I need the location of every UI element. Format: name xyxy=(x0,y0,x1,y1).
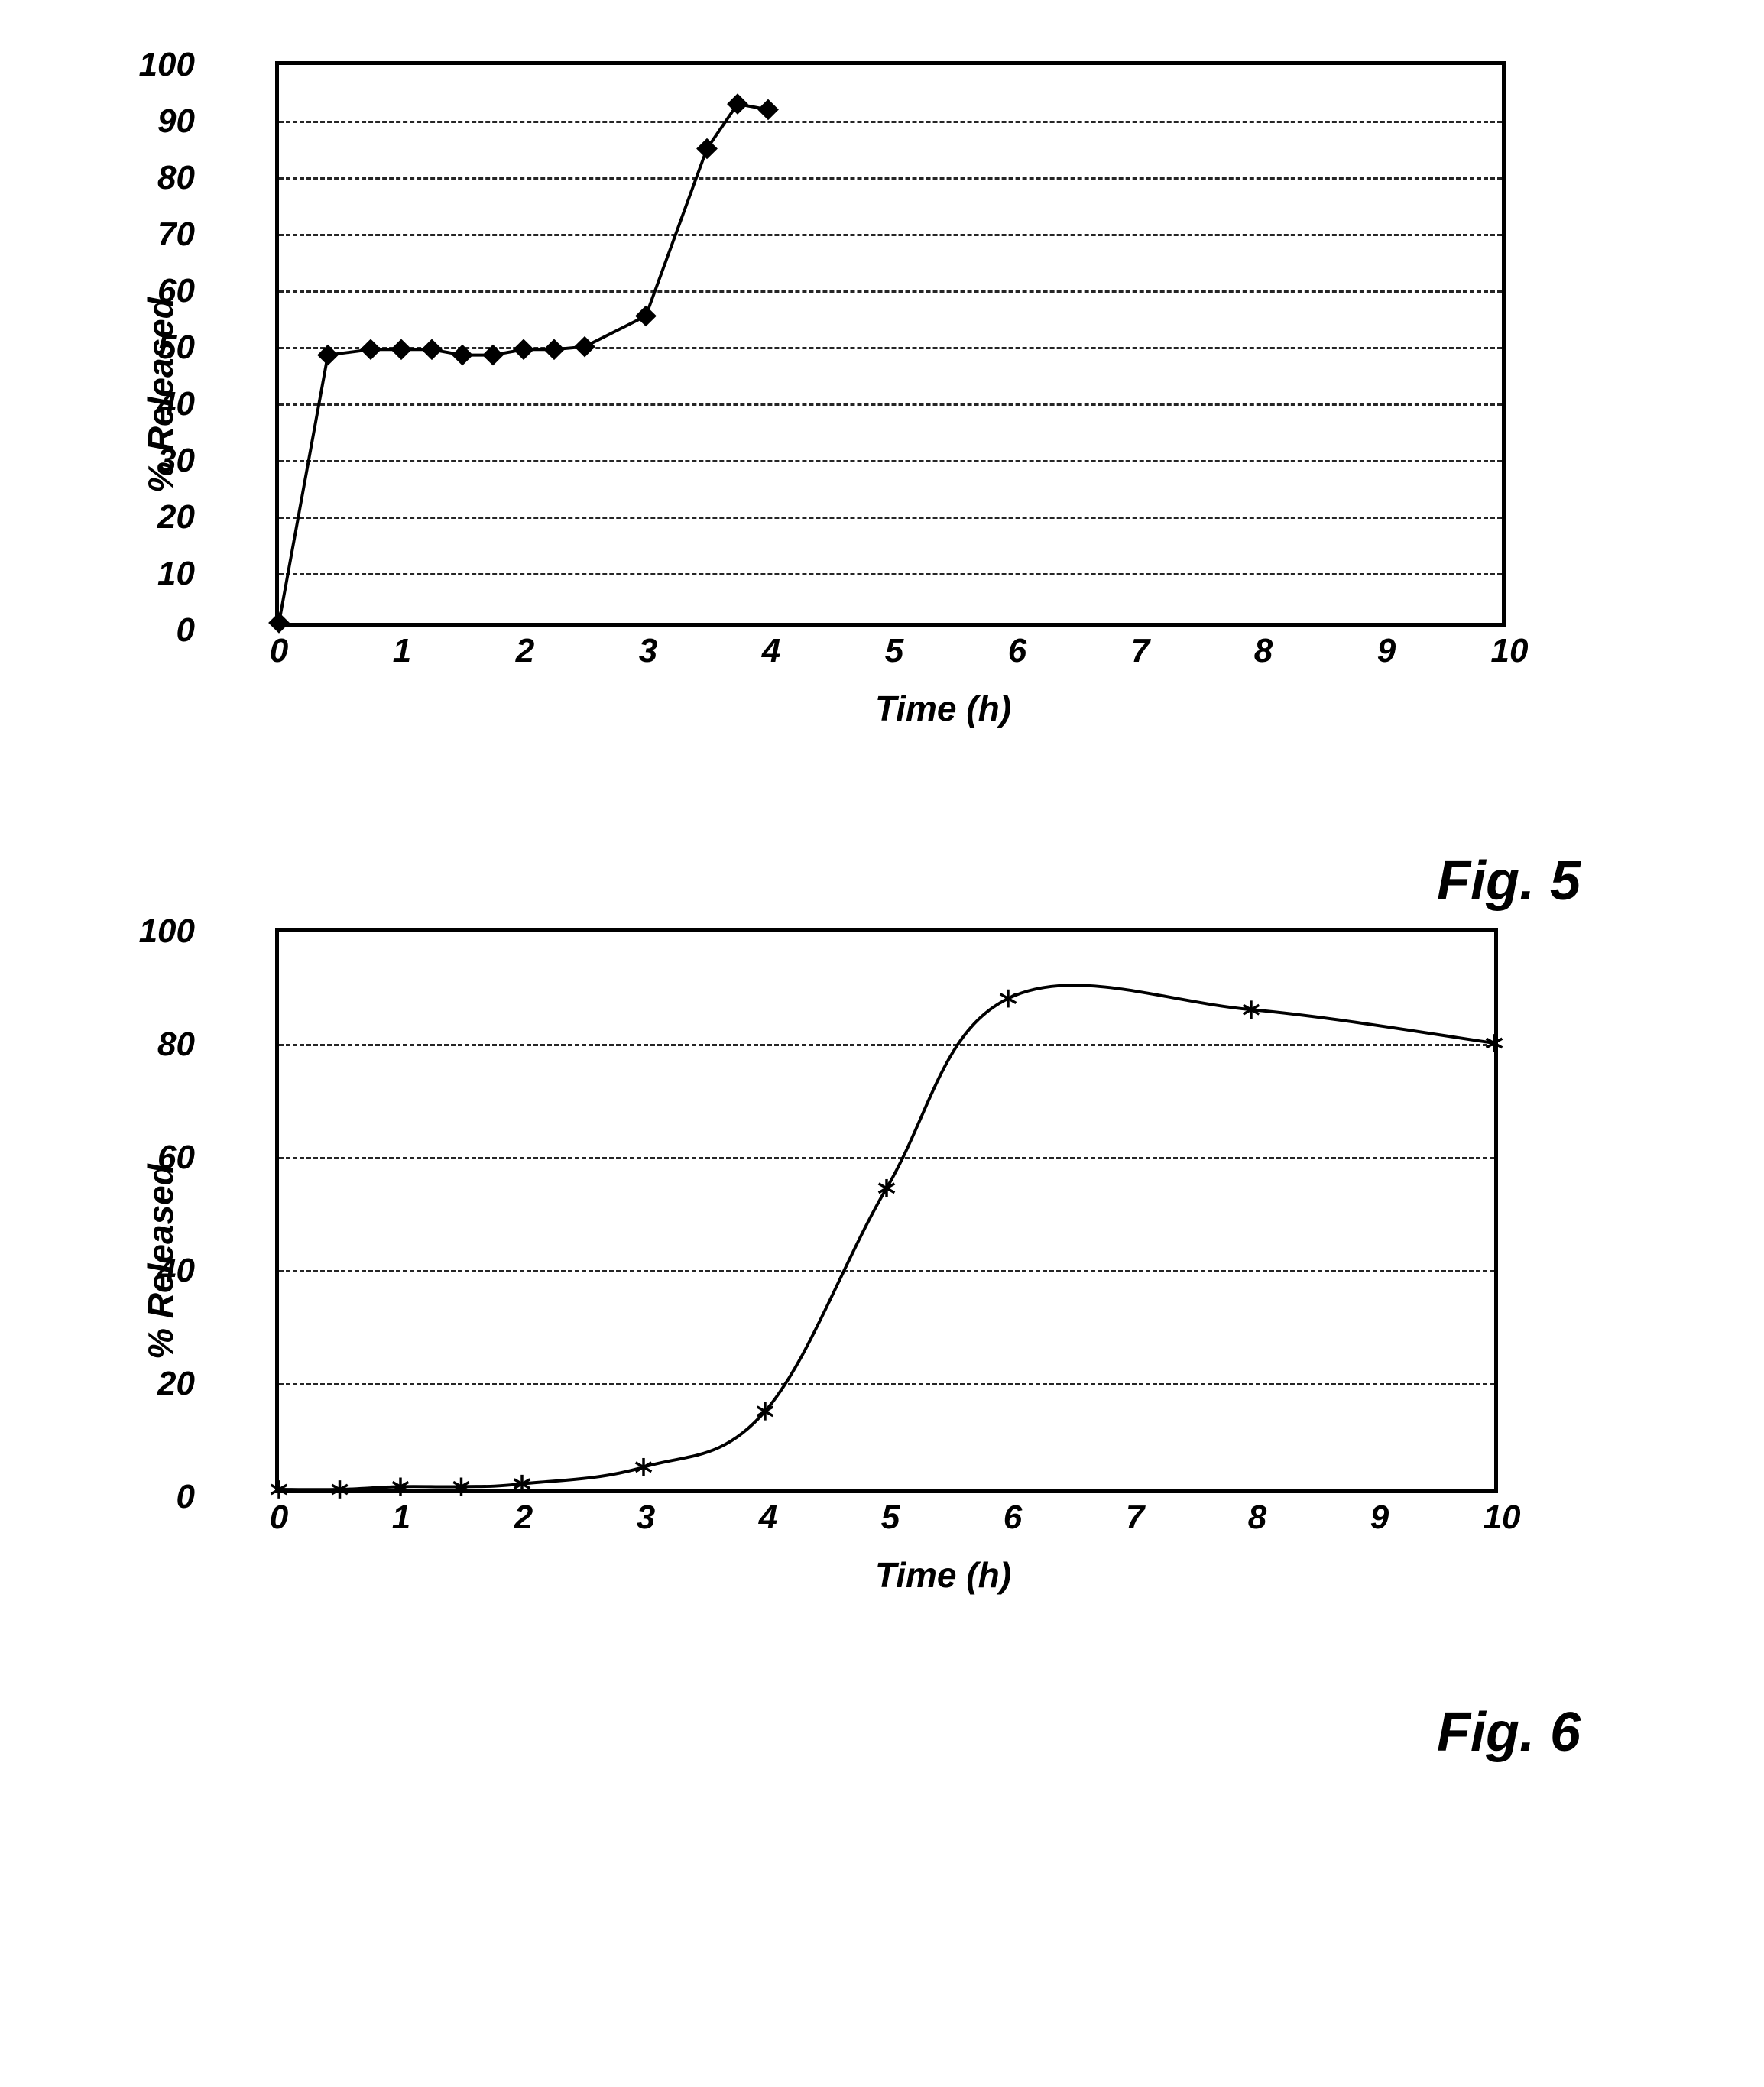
x-tick-label: 9 xyxy=(1370,1499,1389,1537)
data-marker xyxy=(543,339,565,360)
x-tick-label: 5 xyxy=(885,632,903,670)
x-tick-label: 5 xyxy=(881,1499,900,1537)
x-tick-label: 3 xyxy=(639,632,657,670)
y-tick-label: 60 xyxy=(157,1139,195,1177)
y-tick-label: 90 xyxy=(157,102,195,141)
x-tick-label: 0 xyxy=(270,632,288,670)
x-tick-label: 2 xyxy=(516,632,534,670)
data-marker xyxy=(574,336,595,358)
x-tick-label: 1 xyxy=(392,1499,410,1537)
figure-5-chart: % Released 0102030405060708090100 012345… xyxy=(275,61,1611,729)
data-marker xyxy=(879,1179,895,1197)
data-marker xyxy=(757,99,779,121)
data-series xyxy=(279,932,1494,1489)
figure-6-chart: % Released 020406080100 012345678910 Tim… xyxy=(275,928,1611,1596)
data-marker xyxy=(452,345,473,366)
x-tick-label: 7 xyxy=(1126,1499,1144,1537)
data-marker xyxy=(727,93,748,115)
x-tick-label: 10 xyxy=(1484,1499,1521,1537)
x-tick-label: 1 xyxy=(393,632,411,670)
series-line xyxy=(279,104,768,623)
y-tick-label: 50 xyxy=(157,329,195,367)
series-line xyxy=(279,985,1494,1489)
figure-caption: Fig. 5 xyxy=(1437,850,1581,912)
figure-caption: Fig. 6 xyxy=(1437,1701,1581,1764)
y-tick-label: 40 xyxy=(157,385,195,423)
y-tick-label: 20 xyxy=(157,498,195,536)
x-tick-label: 0 xyxy=(270,1499,288,1537)
data-marker xyxy=(421,339,443,360)
data-series xyxy=(279,65,1502,623)
y-tick-label: 20 xyxy=(157,1365,195,1403)
data-marker xyxy=(1000,990,1017,1008)
data-marker xyxy=(360,339,381,360)
x-tick-label: 6 xyxy=(1004,1499,1022,1537)
x-tick-label: 2 xyxy=(514,1499,533,1537)
y-tick-label: 80 xyxy=(157,1026,195,1064)
x-tick-label: 10 xyxy=(1491,632,1529,670)
y-tick-label: 100 xyxy=(139,46,195,84)
plot-area: 0102030405060708090100 012345678910 xyxy=(275,61,1506,627)
x-tick-label: 9 xyxy=(1377,632,1396,670)
x-tick-label: 6 xyxy=(1008,632,1026,670)
y-tick-label: 0 xyxy=(177,611,195,650)
x-axis-title: Time (h) xyxy=(275,688,1611,729)
data-marker xyxy=(391,339,412,360)
x-tick-label: 8 xyxy=(1254,632,1273,670)
x-tick-label: 7 xyxy=(1131,632,1150,670)
figure-6-block: % Released 020406080100 012345678910 Tim… xyxy=(153,928,1611,1596)
y-tick-label: 80 xyxy=(157,159,195,197)
x-tick-label: 4 xyxy=(759,1499,777,1537)
y-tick-label: 100 xyxy=(139,912,195,951)
plot-area: 020406080100 012345678910 xyxy=(275,928,1498,1493)
data-marker xyxy=(268,612,290,634)
x-tick-label: 8 xyxy=(1248,1499,1266,1537)
y-tick-label: 0 xyxy=(177,1478,195,1516)
data-marker xyxy=(696,138,718,160)
figure-5-block: % Released 0102030405060708090100 012345… xyxy=(153,61,1611,729)
data-marker xyxy=(317,345,339,366)
data-marker xyxy=(635,306,657,327)
data-marker xyxy=(513,339,534,360)
x-tick-label: 3 xyxy=(637,1499,655,1537)
x-axis-title: Time (h) xyxy=(275,1554,1611,1596)
x-tick-label: 4 xyxy=(762,632,780,670)
y-tick-label: 60 xyxy=(157,272,195,310)
y-tick-label: 30 xyxy=(157,442,195,480)
data-marker xyxy=(482,345,504,366)
y-tick-label: 40 xyxy=(157,1252,195,1290)
y-tick-label: 10 xyxy=(157,555,195,593)
y-tick-label: 70 xyxy=(157,216,195,254)
